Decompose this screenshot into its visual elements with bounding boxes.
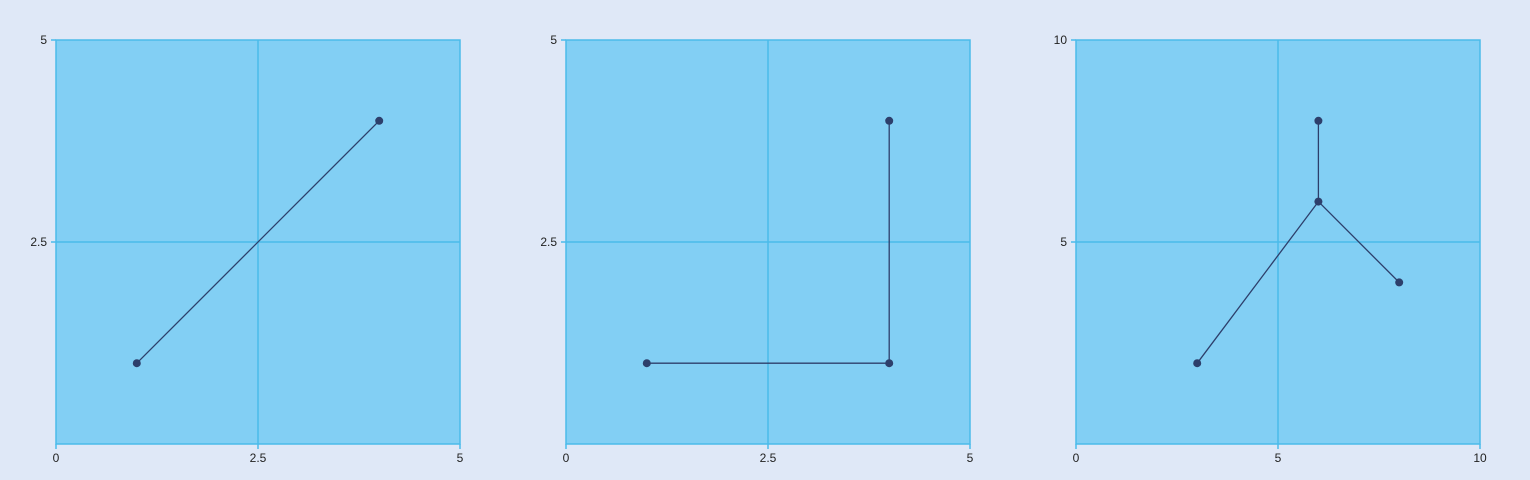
chart-panel-3: 0 5 10 5 10 (1054, 33, 1487, 465)
data-point (885, 359, 894, 368)
data-point (642, 359, 651, 368)
y-tick-label: 5 (550, 33, 557, 47)
data-line-segment (136, 120, 380, 364)
x-tick-label: 2.5 (250, 451, 267, 465)
data-point (1314, 197, 1323, 206)
data-line-segment (1196, 201, 1319, 364)
x-tick-label: 2.5 (760, 451, 777, 465)
y-tick-label: 5 (1060, 235, 1067, 249)
y-tick-label: 2.5 (540, 235, 557, 249)
x-tick-label: 5 (967, 451, 974, 465)
data-point (132, 359, 141, 368)
data-point (1193, 359, 1202, 368)
x-tick-label: 0 (1073, 451, 1080, 465)
data-point (375, 116, 384, 125)
y-tick-label: 10 (1054, 33, 1068, 47)
chart-panel-2: 0 2.5 5 2.5 5 (540, 33, 973, 465)
x-tick-label: 5 (1275, 451, 1282, 465)
data-point (885, 116, 894, 125)
y-tick-label: 2.5 (30, 235, 47, 249)
x-tick-label: 0 (563, 451, 570, 465)
chart-panel-1: 0 2.5 5 2.5 5 (30, 33, 463, 465)
x-tick-label: 0 (53, 451, 60, 465)
x-tick-label: 10 (1473, 451, 1487, 465)
data-point (1395, 278, 1404, 287)
x-tick-label: 5 (457, 451, 464, 465)
data-line-segment (1317, 201, 1400, 283)
data-point (1314, 116, 1323, 125)
y-tick-label: 5 (40, 33, 47, 47)
